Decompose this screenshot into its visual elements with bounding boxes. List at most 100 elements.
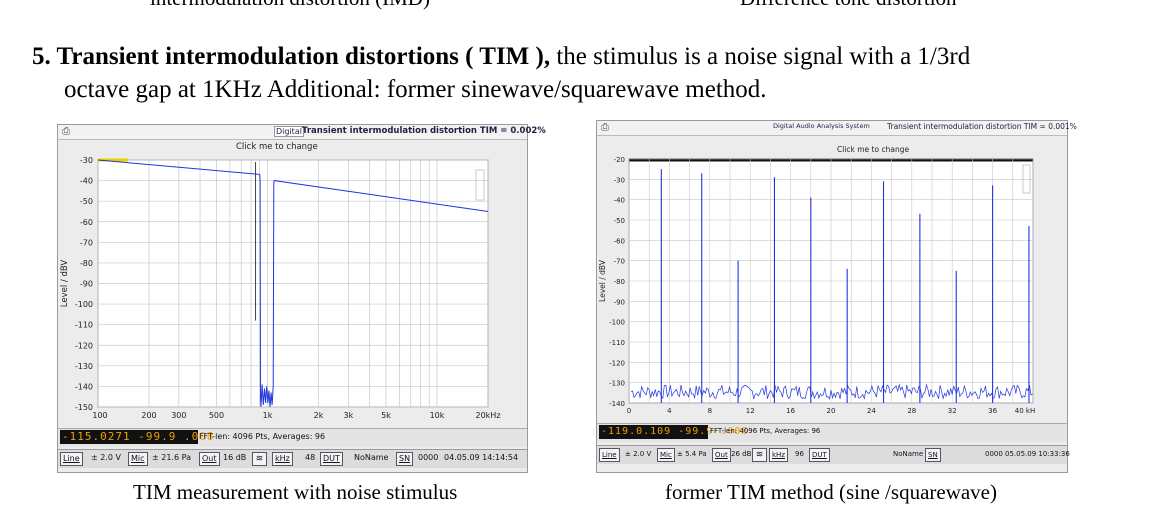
noise-floor-trace (630, 383, 1033, 400)
previous-figure-captions: intermodulation distortion (IMD) Differe… (0, 0, 1159, 10)
dut-button[interactable]: DUT (320, 452, 343, 466)
mic-button[interactable]: Mic (657, 448, 675, 462)
section-heading: 5. Transient intermodulation distortions… (32, 40, 1132, 106)
x-tick-label: 1k (263, 411, 273, 420)
y-tick-label: -110 (75, 321, 93, 330)
x-tick-label: 200 (141, 411, 156, 420)
x-tick-label: 32 (948, 407, 957, 415)
printer-icon[interactable]: ⎙ (62, 126, 70, 137)
y-tick-label: -90 (80, 280, 93, 289)
left-lcd-readout: -115.0271 -99.9 .008 (60, 430, 215, 444)
x-tick-label: 20 (827, 407, 836, 415)
heading-bold: 5. Transient intermodulation distortions… (32, 43, 551, 70)
right-chart-title: Transient intermodulation distortion TIM… (887, 122, 1077, 131)
y-tick-label: -150 (75, 403, 93, 412)
x-tick-label: 3k (343, 411, 353, 420)
out-gain: 26 dB (731, 450, 752, 458)
side-label-box (1022, 164, 1031, 194)
y-tick-label: -50 (80, 197, 93, 206)
x-tick-label: 10k (430, 411, 445, 420)
line-range: ± 2.0 V (625, 450, 652, 458)
right-analyzer-screenshot: ⎙ Digital Audio Analysis System Transien… (596, 120, 1077, 473)
y-tick-label: -130 (75, 362, 93, 371)
y-tick-label: -30 (614, 176, 625, 184)
sample-rate: 48 (305, 453, 316, 462)
side-label-box (475, 169, 485, 201)
x-tick-label: 28 (907, 407, 916, 415)
y-tick-label: -60 (614, 237, 625, 245)
y-tick-label: -110 (609, 339, 625, 347)
x-tick-label: 24 (867, 407, 876, 415)
y-tick-label: -130 (609, 380, 625, 388)
line-button[interactable]: Line (60, 452, 83, 466)
left-tab-digital[interactable]: Digital (274, 126, 304, 137)
y-axis-label: Level / dBV (60, 260, 70, 308)
timestamp: 04.05.09 14:14:54 (444, 453, 519, 462)
x-tick-label: 500 (209, 411, 224, 420)
x-tick-label: 0 (627, 407, 631, 415)
prev-caption-right: Difference tone distortion (740, 0, 957, 11)
mic-button[interactable]: Mic (128, 452, 148, 466)
x-tick-label: 40 kH (1015, 407, 1035, 415)
left-fft-info: FFT-len: 4096 Pts, Averages: 96 (199, 432, 326, 441)
y-tick-label: -40 (80, 177, 93, 186)
right-spectrum-plot: -20 -30 -40 -50 -60 -70 -80 -90 -100 -110 -120 -130… (598, 156, 1035, 415)
y-tick-label: -90 (614, 298, 625, 306)
line-button[interactable]: Line (599, 448, 620, 462)
left-analyzer-screenshot: ⎙ Digital Transient intermodulation dist… (57, 124, 546, 473)
dut-button[interactable]: DUT (809, 448, 830, 462)
sample-rate: 96 (795, 450, 804, 458)
y-tick-label: -20 (614, 156, 625, 164)
x-tick-label: 5k (381, 411, 391, 420)
printer-icon[interactable]: ⎙ (601, 122, 609, 133)
x-tick-label: 36 (988, 407, 997, 415)
y-tick-label: -70 (614, 258, 625, 266)
signal-icon[interactable]: ≋ (752, 448, 767, 462)
y-tick-label: -140 (75, 382, 93, 391)
khz-button[interactable]: kHz (272, 452, 293, 466)
y-tick-label: -50 (614, 217, 625, 225)
right-titlebar: ⎙ Digital Audio Analysis System Transien… (597, 121, 1077, 136)
y-tick-label: -140 (609, 400, 625, 408)
y-tick-label: -60 (80, 218, 93, 227)
right-control-row: Line ± 2.0 V Mic ± 5.4 Pa Out 26 dB ≋ kH… (597, 445, 1070, 464)
x-tick-label: 12 (746, 407, 755, 415)
signal-icon[interactable]: ≋ (252, 452, 267, 466)
x-tick-label: 4 (667, 407, 672, 415)
mic-range: ± 21.6 Pa (152, 453, 191, 462)
sn-button[interactable]: SN (925, 448, 941, 462)
left-click-hint[interactable]: Click me to change (236, 142, 318, 152)
serial-number: 0000 (418, 453, 439, 462)
x-tick-label: 2k (314, 411, 324, 420)
khz-button[interactable]: kHz (769, 448, 788, 462)
left-figure-caption: TIM measurement with noise stimulus (133, 480, 458, 504)
x-tick-label: 300 (171, 411, 186, 420)
left-chart-title: Transient intermodulation distortion TIM… (302, 126, 546, 136)
right-tab-system[interactable]: Digital Audio Analysis System (773, 122, 870, 130)
right-status-row: -119.0.109 -99.9 .008 FFT-len: 4096 Pts,… (597, 423, 1067, 442)
out-button[interactable]: Out (199, 452, 220, 466)
right-lcd-readout: -119.0.109 -99.9 .008 (599, 425, 749, 439)
sn-button[interactable]: SN (396, 452, 414, 466)
right-click-hint[interactable]: Click me to change (837, 145, 910, 154)
mic-range: ± 5.4 Pa (677, 450, 707, 458)
left-spectrum-plot: -30 -40 -50 -60 -70 -80 -90 -100 -110 -120 -130 -14… (60, 156, 501, 420)
y-axis-label: Level / dBV (598, 259, 607, 302)
x-tick-label: 16 (786, 407, 795, 415)
y-tick-label: -100 (609, 319, 625, 327)
out-button[interactable]: Out (712, 448, 731, 462)
timestamp: 05.05.09 10:33:36 (1005, 450, 1070, 458)
noise-trace (97, 159, 489, 408)
y-tick-label: -30 (80, 156, 93, 165)
left-status-row: -115.0271 -99.9 .008 FFT-len: 4096 Pts, … (58, 428, 527, 447)
device-name: NoName (354, 453, 389, 462)
right-figure-caption: former TIM method (sine /squarewave) (665, 480, 998, 504)
heading-line2: octave gap at 1KHz Additional: former si… (64, 76, 767, 103)
prev-caption-left: intermodulation distortion (IMD) (150, 0, 430, 11)
y-tick-label: -120 (75, 341, 93, 350)
x-tick-label: 100 (92, 411, 107, 420)
right-fft-info: FFT-len: 4096 Pts, Averages: 96 (710, 427, 821, 435)
device-name: NoName (893, 450, 924, 458)
y-tick-label: -120 (609, 359, 625, 367)
serial-number: 0000 (985, 450, 1003, 458)
